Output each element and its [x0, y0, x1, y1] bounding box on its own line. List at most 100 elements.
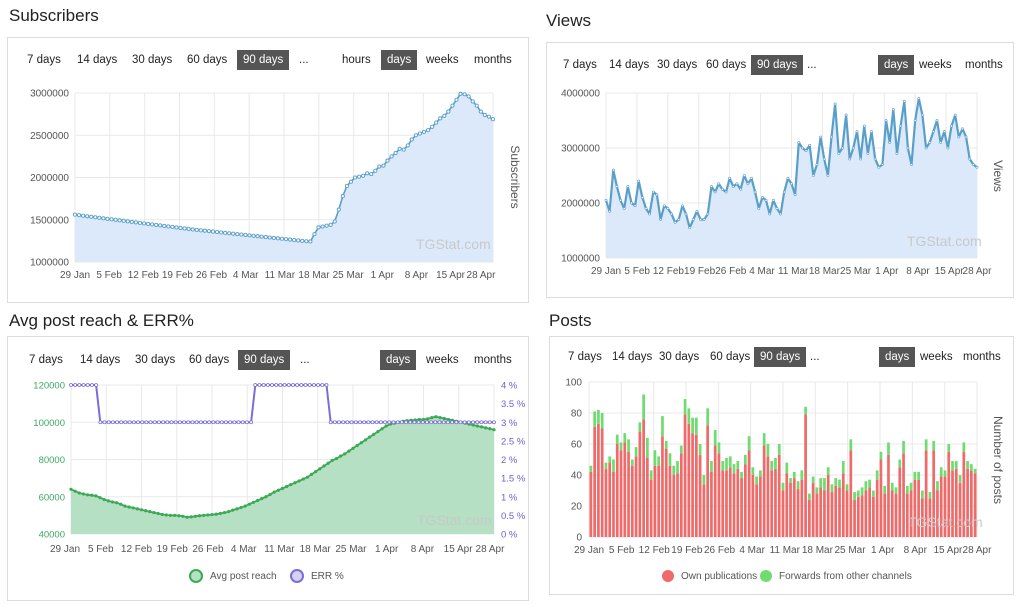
- more-periods-button[interactable]: ...: [810, 351, 820, 363]
- y-tick-label: 40000: [39, 530, 65, 541]
- data-point: [953, 113, 957, 117]
- data-point: [750, 176, 753, 180]
- data-point: [140, 420, 145, 425]
- data-point: [479, 425, 484, 429]
- data-point: [98, 420, 103, 425]
- granularity-days-button[interactable]: days: [878, 55, 915, 75]
- data-point: [320, 383, 325, 387]
- data-point: [109, 217, 114, 222]
- bar-forwards: [653, 450, 657, 466]
- period-90-days-button[interactable]: 90 days: [754, 347, 807, 367]
- period-30-days-button[interactable]: 30 days: [132, 54, 173, 66]
- data-point: [270, 383, 274, 387]
- granularity-months-button[interactable]: months: [474, 354, 512, 366]
- period-60-days-button[interactable]: 60 days: [710, 351, 751, 363]
- period-7-days-button[interactable]: 7 days: [29, 354, 63, 366]
- y-tick-label: 3000000: [30, 89, 69, 100]
- data-point: [164, 513, 168, 517]
- period-90-days-button[interactable]: 90 days: [751, 55, 804, 75]
- data-point: [442, 416, 446, 421]
- period-30-days-button[interactable]: 30 days: [659, 351, 700, 363]
- period-14-days-button[interactable]: 14 days: [77, 54, 118, 66]
- data-point: [462, 420, 467, 425]
- granularity-months-button[interactable]: months: [474, 54, 512, 66]
- bar-forwards: [951, 461, 954, 471]
- period-30-days-button[interactable]: 30 days: [135, 354, 176, 366]
- period-60-days-button[interactable]: 60 days: [189, 354, 230, 366]
- x-tick-label: 12 Feb: [653, 266, 685, 277]
- bar-own: [691, 433, 694, 537]
- granularity-weeks-button[interactable]: weeks: [426, 54, 459, 66]
- granularity-months-button[interactable]: months: [963, 351, 1001, 363]
- bar-own: [600, 428, 604, 537]
- period-7-days-button[interactable]: 7 days: [563, 59, 597, 71]
- data-point: [699, 218, 702, 221]
- data-point: [214, 229, 220, 235]
- bar-forwards: [954, 461, 958, 469]
- granularity-days-button[interactable]: days: [381, 50, 418, 70]
- data-point: [615, 185, 619, 188]
- data-point: [399, 420, 404, 425]
- more-periods-button[interactable]: ...: [299, 54, 309, 66]
- more-periods-button[interactable]: ...: [300, 354, 310, 366]
- x-tick-label: 1 Apr: [371, 270, 395, 281]
- more-periods-button[interactable]: ...: [807, 59, 817, 71]
- bar-forwards: [973, 468, 977, 474]
- granularity-weeks-button[interactable]: weeks: [426, 354, 459, 366]
- x-tick-label: 26 Feb: [704, 545, 736, 556]
- period-90-days-button[interactable]: 90 days: [237, 50, 290, 70]
- x-tick-label: 4 Mar: [739, 545, 765, 556]
- data-point: [127, 420, 132, 425]
- granularity-hours-button[interactable]: hours: [342, 54, 371, 66]
- data-point: [152, 420, 157, 425]
- granularity-weeks-button[interactable]: weeks: [920, 351, 953, 363]
- period-14-days-button[interactable]: 14 days: [609, 59, 650, 71]
- granularity-days-button[interactable]: days: [879, 347, 916, 367]
- period-14-days-button[interactable]: 14 days: [80, 354, 121, 366]
- data-point: [417, 131, 423, 136]
- data-point: [479, 420, 484, 425]
- bar-forwards: [683, 399, 687, 415]
- data-point: [438, 415, 442, 420]
- granularity-months-button[interactable]: months: [965, 59, 1003, 71]
- bar-own: [706, 425, 710, 537]
- granularity-days-button[interactable]: days: [380, 350, 417, 370]
- bar-own: [668, 465, 672, 537]
- bar-own: [823, 490, 826, 537]
- data-point: [724, 190, 728, 194]
- data-point: [265, 383, 270, 387]
- y2-tick-label: 1.5 %: [501, 474, 526, 485]
- granularity-weeks-button[interactable]: weeks: [919, 59, 952, 71]
- data-point: [746, 182, 750, 186]
- period-14-days-button[interactable]: 14 days: [612, 351, 653, 363]
- bar-forwards: [823, 478, 826, 491]
- data-point: [421, 417, 426, 422]
- data-point: [110, 420, 115, 425]
- bar-own: [815, 493, 819, 537]
- data-point: [939, 141, 943, 144]
- period-60-days-button[interactable]: 60 days: [706, 59, 747, 71]
- data-point: [185, 515, 189, 519]
- period-90-days-button[interactable]: 90 days: [238, 350, 291, 370]
- bar-own: [653, 465, 657, 537]
- data-point: [94, 383, 99, 387]
- data-point: [931, 130, 935, 133]
- bar-forwards: [608, 456, 612, 463]
- data-point: [154, 222, 159, 227]
- data-point: [921, 113, 924, 117]
- data-point: [243, 232, 248, 238]
- bar-own: [683, 414, 687, 537]
- x-tick-label: 15 Apr: [436, 270, 466, 281]
- data-point: [808, 143, 812, 147]
- bar-own: [936, 490, 939, 537]
- data-point: [296, 238, 301, 243]
- bar-forwards: [774, 457, 777, 469]
- data-point: [133, 220, 138, 225]
- x-tick-label: 19 Feb: [162, 270, 194, 281]
- period-7-days-button[interactable]: 7 days: [27, 54, 61, 66]
- period-30-days-button[interactable]: 30 days: [657, 59, 698, 71]
- data-point: [227, 231, 232, 236]
- period-60-days-button[interactable]: 60 days: [187, 54, 228, 66]
- period-7-days-button[interactable]: 7 days: [568, 351, 602, 363]
- bar-own: [762, 445, 766, 537]
